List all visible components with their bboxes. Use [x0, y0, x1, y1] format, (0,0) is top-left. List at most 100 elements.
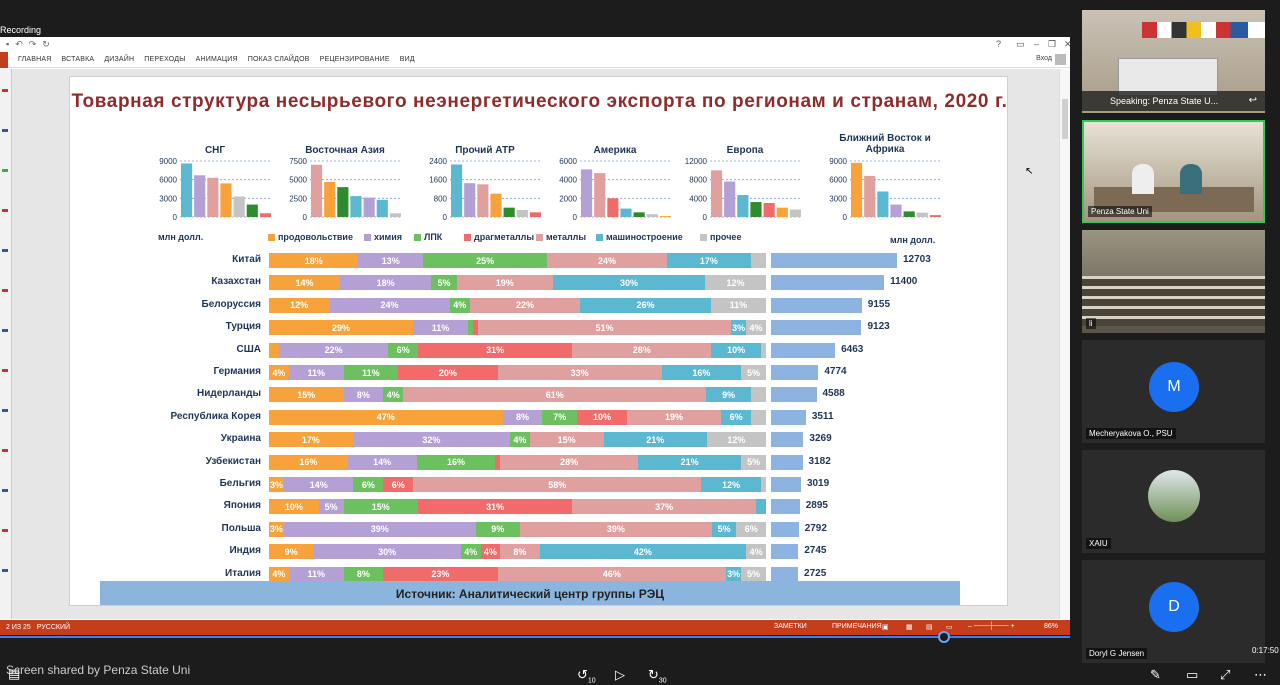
- more-options-icon[interactable]: ⋯: [1254, 667, 1267, 682]
- bar-segment: 5%: [741, 365, 766, 380]
- thumb-marker: [2, 169, 8, 172]
- legend-swatch: [596, 233, 603, 241]
- mini-chart-svg: 9000 6000 3000 0: [829, 157, 942, 221]
- participant-tile[interactable]: M Mecheryakova O., PSU: [1082, 340, 1265, 443]
- participant-tile[interactable]: li: [1082, 230, 1265, 333]
- thumb-marker: [2, 449, 8, 452]
- comments-button[interactable]: ПРИМЕЧАНИЯ: [832, 623, 882, 630]
- speaking-indicator: Speaking: Penza State U... ↩: [1082, 91, 1265, 111]
- refresh-icon[interactable]: ↻: [42, 38, 50, 49]
- zoom-level[interactable]: 86%: [1044, 623, 1059, 630]
- stacked-bar: 14% 18% 5% 19% 30% 12%: [269, 275, 766, 291]
- caption-icon[interactable]: ▤: [8, 666, 21, 681]
- total-bar: [771, 365, 819, 380]
- help-icon[interactable]: ?: [996, 39, 1002, 49]
- language-indicator[interactable]: РУССКИЙ: [36, 624, 71, 631]
- tab-home[interactable]: ГЛАВНАЯ: [18, 56, 52, 63]
- reply-icon[interactable]: ↩: [1248, 95, 1257, 106]
- bar-segment: 6%: [383, 477, 414, 492]
- screen-shared-label: Screen shared by Penza State Uni: [6, 663, 191, 677]
- legend-item: химия: [364, 232, 402, 242]
- playback-knob[interactable]: [938, 631, 950, 643]
- playback-timeline[interactable]: [0, 636, 1070, 638]
- table-row: Китай 18% 13% 25% 24% 17% 12703: [70, 250, 1007, 272]
- bar-segment: 22%: [469, 297, 581, 313]
- notes-button[interactable]: ЗАМЕТКИ: [774, 623, 807, 630]
- legend-item: прочее: [700, 232, 741, 242]
- play-button[interactable]: ▷: [615, 667, 625, 682]
- annotate-icon[interactable]: ✎: [1150, 667, 1161, 682]
- total-value: 2792: [804, 522, 827, 534]
- bar-segment: 14%: [347, 454, 417, 470]
- tab-slideshow[interactable]: ПОКАЗ СЛАЙДОВ: [247, 56, 310, 63]
- login-link[interactable]: Вход: [1036, 55, 1052, 62]
- y-tick-label: 6000: [159, 176, 177, 185]
- tab-review[interactable]: РЕЦЕНЗИРОВАНИЕ: [319, 56, 390, 63]
- stacked-bar: 22% 6% 31% 28% 10%: [269, 342, 766, 358]
- scroll-thumb[interactable]: [1062, 99, 1068, 139]
- country-stacked-bars: Китай 18% 13% 25% 24% 17% 12703 Казахстан 14% 18%…: [70, 250, 1007, 582]
- tab-insert[interactable]: ВСТАВКА: [61, 56, 95, 63]
- stacked-bar: 3% 14% 6% 6% 58% 12%: [269, 477, 766, 492]
- close-icon[interactable]: ✕: [1064, 39, 1072, 49]
- tab-view[interactable]: ВИД: [399, 56, 415, 63]
- bar-segment: 11%: [710, 297, 766, 313]
- total-bar: [771, 342, 836, 358]
- user-avatar[interactable]: [1055, 54, 1066, 65]
- bar-segment: [495, 454, 501, 470]
- table-row: Польша 3% 39% 9% 39% 5% 6% 2792: [70, 519, 1007, 541]
- sorter-view-icon[interactable]: ▦: [906, 624, 913, 631]
- tab-animation[interactable]: АНИМАЦИЯ: [195, 56, 238, 63]
- bar-segment: 14%: [269, 275, 340, 291]
- thumb-marker: [2, 369, 8, 372]
- bar-segment: 4%: [746, 544, 766, 560]
- slideshow-view-icon[interactable]: ▭: [946, 624, 953, 631]
- legend-label: прочее: [710, 232, 742, 242]
- tab-design[interactable]: ДИЗАЙН: [104, 56, 135, 63]
- vertical-scrollbar[interactable]: [1059, 69, 1070, 619]
- mini-chart-title: Европа: [726, 145, 764, 156]
- mini-bar: [516, 210, 528, 217]
- ribbon-options-icon[interactable]: ▭: [1016, 39, 1025, 49]
- mini-bar: [737, 195, 749, 217]
- redo-icon[interactable]: ↷: [28, 38, 37, 49]
- zoom-slider[interactable]: – ───┼─── +: [968, 623, 1015, 630]
- mini-chart: Европа 12000 8000 4000 0: [680, 139, 810, 249]
- bar-segment: 7%: [542, 409, 578, 425]
- legend-label: продовольствие: [278, 232, 353, 242]
- country-label: Бельгия: [219, 478, 261, 489]
- country-label: Япония: [223, 500, 261, 512]
- minimize-icon[interactable]: –: [1034, 39, 1040, 49]
- bar-segment: 4%: [383, 387, 404, 403]
- bar-segment: 16%: [661, 365, 742, 380]
- total-bar: [771, 409, 806, 425]
- legend-swatch: [268, 233, 275, 241]
- slide-thumbnails-panel[interactable]: [0, 69, 12, 619]
- bar-segment: 20%: [398, 365, 498, 380]
- bar-segment: 33%: [497, 365, 662, 380]
- fullscreen-icon[interactable]: ⤢: [1220, 667, 1231, 682]
- country-label: Индия: [229, 545, 261, 557]
- bar-segment: 28%: [500, 454, 639, 470]
- mini-chart-svg: 2400 1600 800 0: [429, 157, 542, 221]
- y-tick-label: 6000: [829, 176, 847, 185]
- bar-segment: 23%: [383, 566, 498, 582]
- reading-view-icon[interactable]: ▤: [926, 624, 933, 631]
- bar-segment: [269, 342, 279, 358]
- table-row: Казахстан 14% 18% 5% 19% 30% 12% 11400: [70, 272, 1007, 294]
- undo-icon[interactable]: ↶: [15, 38, 23, 49]
- table-row: Бельгия 3% 14% 6% 6% 58% 12% 3019: [70, 474, 1007, 496]
- forward-button[interactable]: ↻30: [648, 667, 667, 685]
- normal-view-icon[interactable]: ▣: [882, 624, 889, 631]
- stacked-bar: 4% 11% 11% 20% 33% 16% 5%: [269, 365, 766, 380]
- country-label: Польша: [221, 522, 261, 534]
- view-mode-icon[interactable]: ▭: [1186, 667, 1199, 682]
- tab-transitions[interactable]: ПЕРЕХОДЫ: [144, 56, 186, 63]
- rewind-button[interactable]: ↺10: [577, 667, 596, 685]
- participant-tile[interactable]: XAIU: [1082, 450, 1265, 553]
- participant-tile[interactable]: D Doryl G Jensen: [1082, 560, 1265, 663]
- save-icon[interactable]: ▪: [6, 39, 10, 49]
- restore-icon[interactable]: ❐: [1048, 39, 1057, 49]
- file-tab[interactable]: [0, 51, 8, 68]
- participant-tile[interactable]: Penza State Uni: [1082, 120, 1265, 223]
